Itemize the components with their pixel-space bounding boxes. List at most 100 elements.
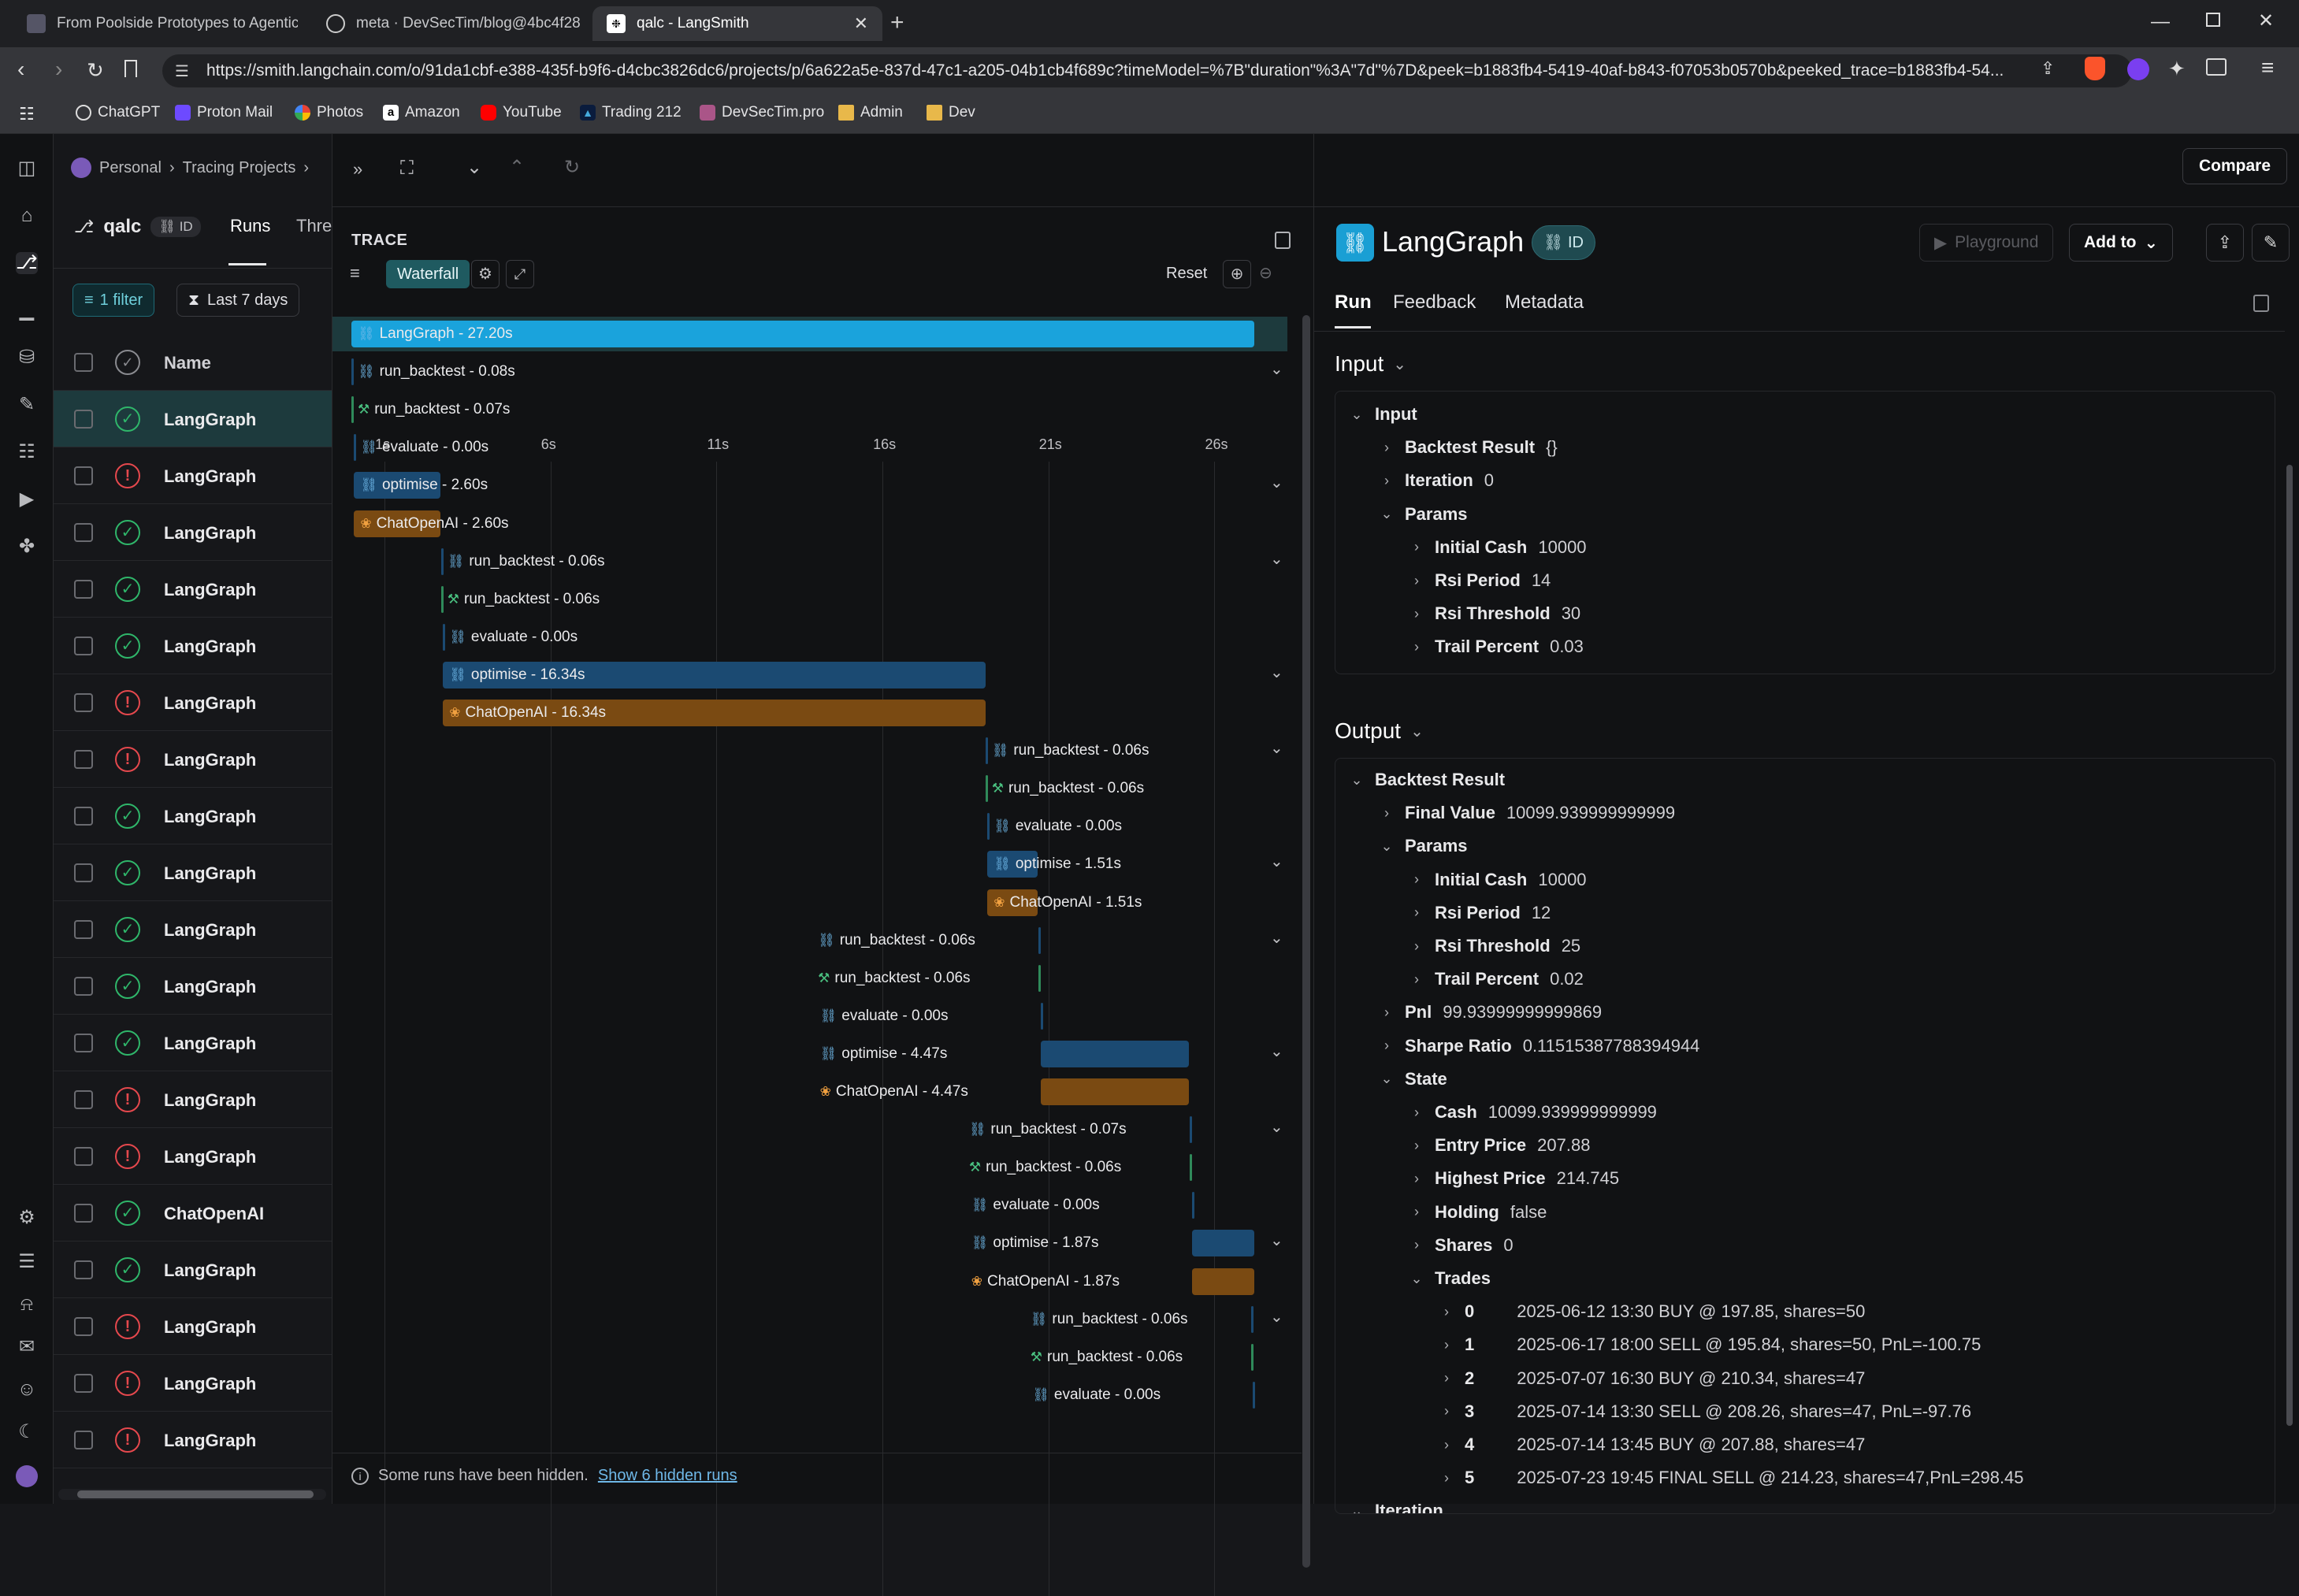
tree-node[interactable]: › Rsi Threshold 30 [1409,603,1580,624]
tree-node[interactable]: › Shares 0 [1409,1235,1513,1256]
show-hidden-runs-link[interactable]: Show 6 hidden runs [597,1467,737,1484]
chevron-down-icon[interactable]: ⌄ [1270,663,1283,681]
panel-toggle-icon[interactable] [2253,295,2269,312]
browser-tab[interactable]: From Poolside Prototypes to Agentic [13,6,312,41]
tree-node[interactable]: › Initial Cash 10000 [1409,537,1587,558]
row-checkbox[interactable] [74,1317,93,1336]
trace-row[interactable]: ❀ ChatOpenAI - 1.51s [994,889,1142,917]
chevron-right-icon[interactable]: › [1444,1336,1449,1353]
browser-tab[interactable]: meta · DevSecTim/blog@4bc4f28 [312,6,588,41]
chain-run-bar[interactable] [354,434,357,462]
trace-row[interactable]: ⛓ run_backtest - 0.06s [992,737,1150,765]
tab-feedback[interactable]: Feedback [1393,291,1476,313]
tree-node[interactable]: ⌄ Input [1350,404,1417,425]
filter-button[interactable]: ≡ 1 filter [72,284,155,317]
tree-node[interactable]: › Highest Price 214.745 [1409,1168,1619,1189]
row-checkbox[interactable] [74,523,93,542]
scrollbar-thumb[interactable] [1302,315,1310,1568]
row-checkbox[interactable] [74,1034,93,1052]
maximize-icon[interactable] [2206,13,2220,27]
chevron-right-icon[interactable]: › [1414,1170,1419,1186]
run-row[interactable]: ✓ LangGraph [54,901,332,958]
annotation-icon[interactable]: ✎ [18,394,35,415]
chevron-right-icon[interactable]: › [1414,971,1419,987]
forward-icon[interactable]: › [55,57,63,81]
chevron-right-icon[interactable]: › [1414,638,1419,655]
studio-icon[interactable]: ✤ [18,536,35,557]
new-tab-icon[interactable]: + [890,9,904,35]
chevron-right-icon[interactable]: › [1384,804,1389,821]
run-row[interactable]: ✓ LangGraph [54,844,332,901]
mail-icon[interactable]: ✉ [18,1336,35,1357]
edit-icon[interactable]: ✎ [2252,224,2290,262]
input-section-header[interactable]: Input ⌄ [1335,351,1407,376]
trace-row[interactable]: ⛓ evaluate - 0.00s [971,1191,1100,1219]
trace-row[interactable]: ⛓ optimise - 16.34s [449,661,585,689]
bookmark-folder-dev[interactable]: Dev [927,104,975,121]
chain-run-bar[interactable] [1189,1116,1192,1144]
trace-row[interactable]: ⛓ run_backtest - 0.06s [448,547,605,576]
run-row[interactable]: ! LangGraph [54,731,332,788]
trace-row[interactable]: ⛓ evaluate - 0.00s [360,433,488,462]
share-icon[interactable]: ⇪ [2206,224,2244,262]
trace-row[interactable]: ❀ ChatOpenAI - 16.34s [449,699,606,727]
back-icon[interactable]: ‹ [17,57,25,81]
bookmark-photos[interactable]: Photos [295,104,363,121]
run-row[interactable]: ! LangGraph [54,1071,332,1128]
add-to-button[interactable]: Add to ⌄ [2069,224,2174,262]
tree-node[interactable]: › Trail Percent 0.02 [1409,969,1584,989]
chevron-down-icon[interactable]: ⌄ [1350,406,1363,422]
row-checkbox[interactable] [74,920,93,939]
settings-icon[interactable]: ⚙ [18,1207,35,1228]
llm-run-bar[interactable] [354,510,440,537]
llm-run-bar[interactable] [987,889,1038,916]
bookmark-youtube[interactable]: YouTube [481,104,562,121]
waterfall-toggle[interactable]: Waterfall [386,260,470,288]
refresh-icon[interactable]: ↻ [564,157,581,178]
row-checkbox[interactable] [74,1260,93,1279]
tracing-icon[interactable]: ⎇ [16,252,38,274]
trace-row[interactable]: ⛓ run_backtest - 0.06s [818,926,975,955]
chevron-right-icon[interactable]: › [1414,1204,1419,1220]
bookmark-amazon[interactable]: a Amazon [383,104,460,121]
trace-row[interactable]: ❀ ChatOpenAI - 1.87s [971,1268,1120,1296]
chain-run-bar[interactable] [1191,1192,1194,1219]
sidebar-toggle-icon[interactable]: ◫ [17,158,36,179]
prompts-icon[interactable]: ☷ [18,441,35,462]
tree-node[interactable]: › Cash 10099.939999999999 [1409,1102,1657,1123]
chevron-down-icon[interactable]: ⌄ [466,157,483,178]
trace-row[interactable]: ⛓ run_backtest - 0.08s [358,358,515,386]
chevron-down-icon[interactable]: ⌄ [1270,361,1283,379]
chain-run-bar[interactable] [987,813,990,841]
tree-node[interactable]: › Pnl 99.93999999999869 [1380,1002,1602,1023]
chain-run-bar[interactable] [354,472,440,499]
tree-node[interactable]: › 4 2025-07-14 13:45 BUY @ 207.88, shares=… [1439,1435,1865,1455]
chevron-right-icon[interactable]: › [1414,937,1419,954]
run-row[interactable]: ! LangGraph [54,1355,332,1412]
chevron-right-icon[interactable]: › [1414,871,1419,888]
panel-toggle-icon[interactable] [1275,232,1291,249]
row-checkbox[interactable] [74,1374,93,1393]
run-row[interactable]: ✓ LangGraph [54,1242,332,1298]
tree-node[interactable]: ⌄ Iteration [1350,1501,1443,1513]
tree-node[interactable]: › Rsi Period 14 [1409,570,1551,591]
scrollbar-thumb[interactable] [2286,465,2293,1426]
datasets-icon[interactable]: ⛁ [18,347,35,368]
trace-row[interactable]: ⛓ evaluate - 0.00s [449,623,578,651]
chevron-right-icon[interactable]: › [1414,904,1419,921]
row-checkbox[interactable] [74,1204,93,1223]
trace-row[interactable]: ⛓ evaluate - 0.00s [994,812,1122,841]
llm-run-bar[interactable] [1191,1268,1254,1295]
chain-run-bar[interactable] [1038,926,1042,954]
chevron-right-icon[interactable]: › [1444,1403,1449,1420]
chain-run-bar[interactable] [443,661,986,689]
trace-row[interactable]: ⚒ run_backtest - 0.06s [448,585,600,614]
trace-row[interactable]: ⛓ run_backtest - 0.06s [1031,1305,1188,1334]
site-settings-icon[interactable]: ☰ [175,63,189,80]
trace-row[interactable]: ⚒ run_backtest - 0.06s [1031,1343,1183,1371]
trace-row[interactable]: ⚒ run_backtest - 0.06s [969,1153,1121,1182]
tree-node[interactable]: ⌄ Params [1380,836,1467,856]
trace-row[interactable]: ⚒ run_backtest - 0.06s [992,774,1144,803]
chevron-down-icon[interactable]: ⌄ [1270,853,1283,871]
theme-moon-icon[interactable]: ☾ [18,1421,35,1442]
